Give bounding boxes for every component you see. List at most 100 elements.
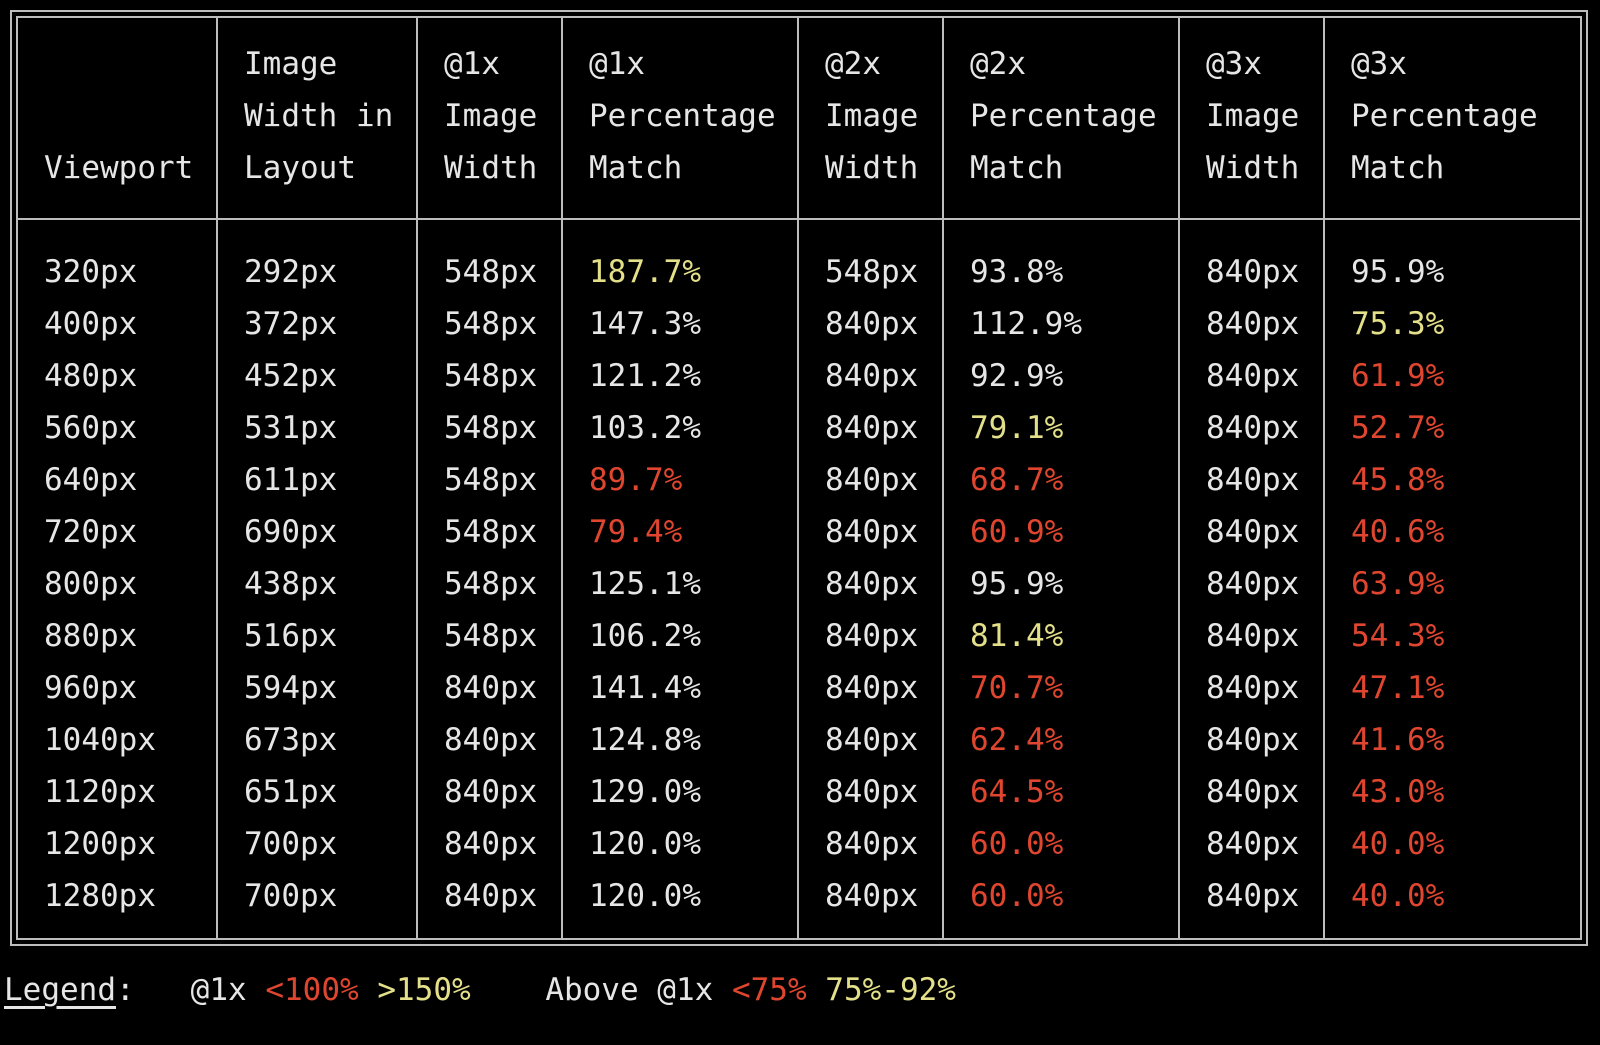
table-cell: 79.4% bbox=[589, 514, 683, 550]
column-header-line: Image bbox=[825, 98, 919, 134]
table-cell: 720px bbox=[44, 514, 138, 550]
column-header-1: Image Width in Layout bbox=[216, 18, 417, 220]
terminal-table-frame: Viewport Image Width in Layout @1x Image Width… bbox=[10, 10, 1588, 946]
column-header-line: Width in bbox=[244, 98, 394, 134]
table-cell: 880px bbox=[44, 618, 138, 654]
legend-above-1x-red: <75% bbox=[731, 972, 807, 1008]
table-cell: 54.3% bbox=[1351, 618, 1445, 654]
table-cell: 89.7% bbox=[589, 462, 683, 498]
table-cell: 840px bbox=[1206, 878, 1300, 914]
table-cell: 63.9% bbox=[1351, 566, 1445, 602]
table-cell: 548px bbox=[444, 410, 538, 446]
table-cell: 840px bbox=[444, 878, 538, 914]
table-cell: 840px bbox=[825, 306, 919, 342]
table-cell: 840px bbox=[825, 826, 919, 862]
column-header-6: @3x Image Width bbox=[1178, 18, 1324, 220]
table-cell: 480px bbox=[44, 358, 138, 394]
table-cell: 292px bbox=[244, 254, 338, 290]
table-cell: 700px bbox=[244, 826, 338, 862]
table-cell: 70.7% bbox=[970, 670, 1064, 706]
table-cell: 548px bbox=[444, 566, 538, 602]
table-cell: 52.7% bbox=[1351, 410, 1445, 446]
table-cell: 79.1% bbox=[970, 410, 1064, 446]
column-header-3: @1x Percentage Match bbox=[561, 18, 798, 220]
table-cell: 187.7% bbox=[589, 254, 701, 290]
table-cell: 60.0% bbox=[970, 826, 1064, 862]
table-cell: 840px bbox=[825, 774, 919, 810]
legend-1x-red: <100% bbox=[265, 972, 359, 1008]
table-cell: 1200px bbox=[44, 826, 156, 862]
table-cell: 95.9% bbox=[1351, 254, 1445, 290]
table-cell: 840px bbox=[825, 566, 919, 602]
legend-group-1x: @1x bbox=[190, 972, 247, 1008]
column-header-line: Width bbox=[444, 150, 538, 186]
table-cell: 61.9% bbox=[1351, 358, 1445, 394]
column-header-line: Viewport bbox=[44, 150, 194, 186]
table-cell: 840px bbox=[1206, 410, 1300, 446]
legend-1x-yellow: >150% bbox=[377, 972, 471, 1008]
table-cell: 40.0% bbox=[1351, 826, 1445, 862]
column-header-4: @2x Image Width bbox=[797, 18, 943, 220]
table-cell: 124.8% bbox=[589, 722, 701, 758]
table-cell: 840px bbox=[1206, 774, 1300, 810]
table-cell: 112.9% bbox=[970, 306, 1082, 342]
column-header-7: @3x Percentage Match bbox=[1323, 18, 1580, 220]
table-column-5: 93.8% 112.9% 92.9% 79.1% 68.7% 60.9% 95.9% 81.4… bbox=[942, 219, 1179, 938]
legend-group-above-1x: Above @1x bbox=[545, 972, 714, 1008]
table-cell: 840px bbox=[825, 722, 919, 758]
table-cell: 640px bbox=[44, 462, 138, 498]
table-cell: 1120px bbox=[44, 774, 156, 810]
table-cell: 840px bbox=[825, 618, 919, 654]
table-cell: 840px bbox=[825, 462, 919, 498]
table-cell: 800px bbox=[44, 566, 138, 602]
column-header-line: Percentage bbox=[1351, 98, 1538, 134]
table-cell: 40.6% bbox=[1351, 514, 1445, 550]
table-cell: 548px bbox=[444, 306, 538, 342]
table-cell: 129.0% bbox=[589, 774, 701, 810]
table-cell: 611px bbox=[244, 462, 338, 498]
column-header-line: Image bbox=[244, 46, 338, 82]
column-header-line: Width bbox=[825, 150, 919, 186]
table-column-6: 840px 840px 840px 840px 840px 840px 840px 840px… bbox=[1178, 219, 1324, 938]
table-cell: 93.8% bbox=[970, 254, 1064, 290]
table-column-4: 548px 840px 840px 840px 840px 840px 840px 840px… bbox=[797, 219, 943, 938]
table-cell: 840px bbox=[1206, 358, 1300, 394]
table-cell: 60.9% bbox=[970, 514, 1064, 550]
table-cell: 548px bbox=[444, 514, 538, 550]
table-column-3: 187.7% 147.3% 121.2% 103.2% 89.7% 79.4% 125.1%… bbox=[561, 219, 798, 938]
table-cell: 120.0% bbox=[589, 826, 701, 862]
column-header-line: @1x bbox=[444, 46, 500, 82]
table-cell: 45.8% bbox=[1351, 462, 1445, 498]
table-cell: 840px bbox=[444, 774, 538, 810]
column-header-0: Viewport bbox=[18, 18, 217, 220]
scaling-table: Viewport Image Width in Layout @1x Image Width… bbox=[18, 18, 1580, 938]
table-cell: 700px bbox=[244, 878, 338, 914]
column-header-line: Percentage bbox=[589, 98, 776, 134]
column-header-5: @2x Percentage Match bbox=[942, 18, 1179, 220]
table-cell: 47.1% bbox=[1351, 670, 1445, 706]
table-cell: 594px bbox=[244, 670, 338, 706]
table-cell: 840px bbox=[825, 358, 919, 394]
table-cell: 840px bbox=[825, 670, 919, 706]
table-cell: 840px bbox=[1206, 826, 1300, 862]
table-cell: 840px bbox=[1206, 306, 1300, 342]
table-body-row: 320px 400px 480px 560px 640px 720px 800px 880px… bbox=[18, 219, 1580, 938]
table-cell: 320px bbox=[44, 254, 138, 290]
table-cell: 516px bbox=[244, 618, 338, 654]
table-cell: 840px bbox=[1206, 254, 1300, 290]
table-cell: 60.0% bbox=[970, 878, 1064, 914]
table-cell: 840px bbox=[1206, 618, 1300, 654]
table-column-1: 292px 372px 452px 531px 611px 690px 438px 516px… bbox=[216, 219, 417, 938]
table-cell: 840px bbox=[444, 670, 538, 706]
table-cell: 62.4% bbox=[970, 722, 1064, 758]
table-cell: 120.0% bbox=[589, 878, 701, 914]
table-column-2: 548px 548px 548px 548px 548px 548px 548px 548px… bbox=[416, 219, 562, 938]
table-cell: 673px bbox=[244, 722, 338, 758]
table-cell: 840px bbox=[825, 878, 919, 914]
column-header-2: @1x Image Width bbox=[416, 18, 562, 220]
table-cell: 840px bbox=[1206, 566, 1300, 602]
table-column-7: 95.9% 75.3% 61.9% 52.7% 45.8% 40.6% 63.9% 54.3%… bbox=[1323, 219, 1580, 938]
table-cell: 95.9% bbox=[970, 566, 1064, 602]
column-header-line: Match bbox=[589, 150, 683, 186]
table-cell: 840px bbox=[825, 514, 919, 550]
